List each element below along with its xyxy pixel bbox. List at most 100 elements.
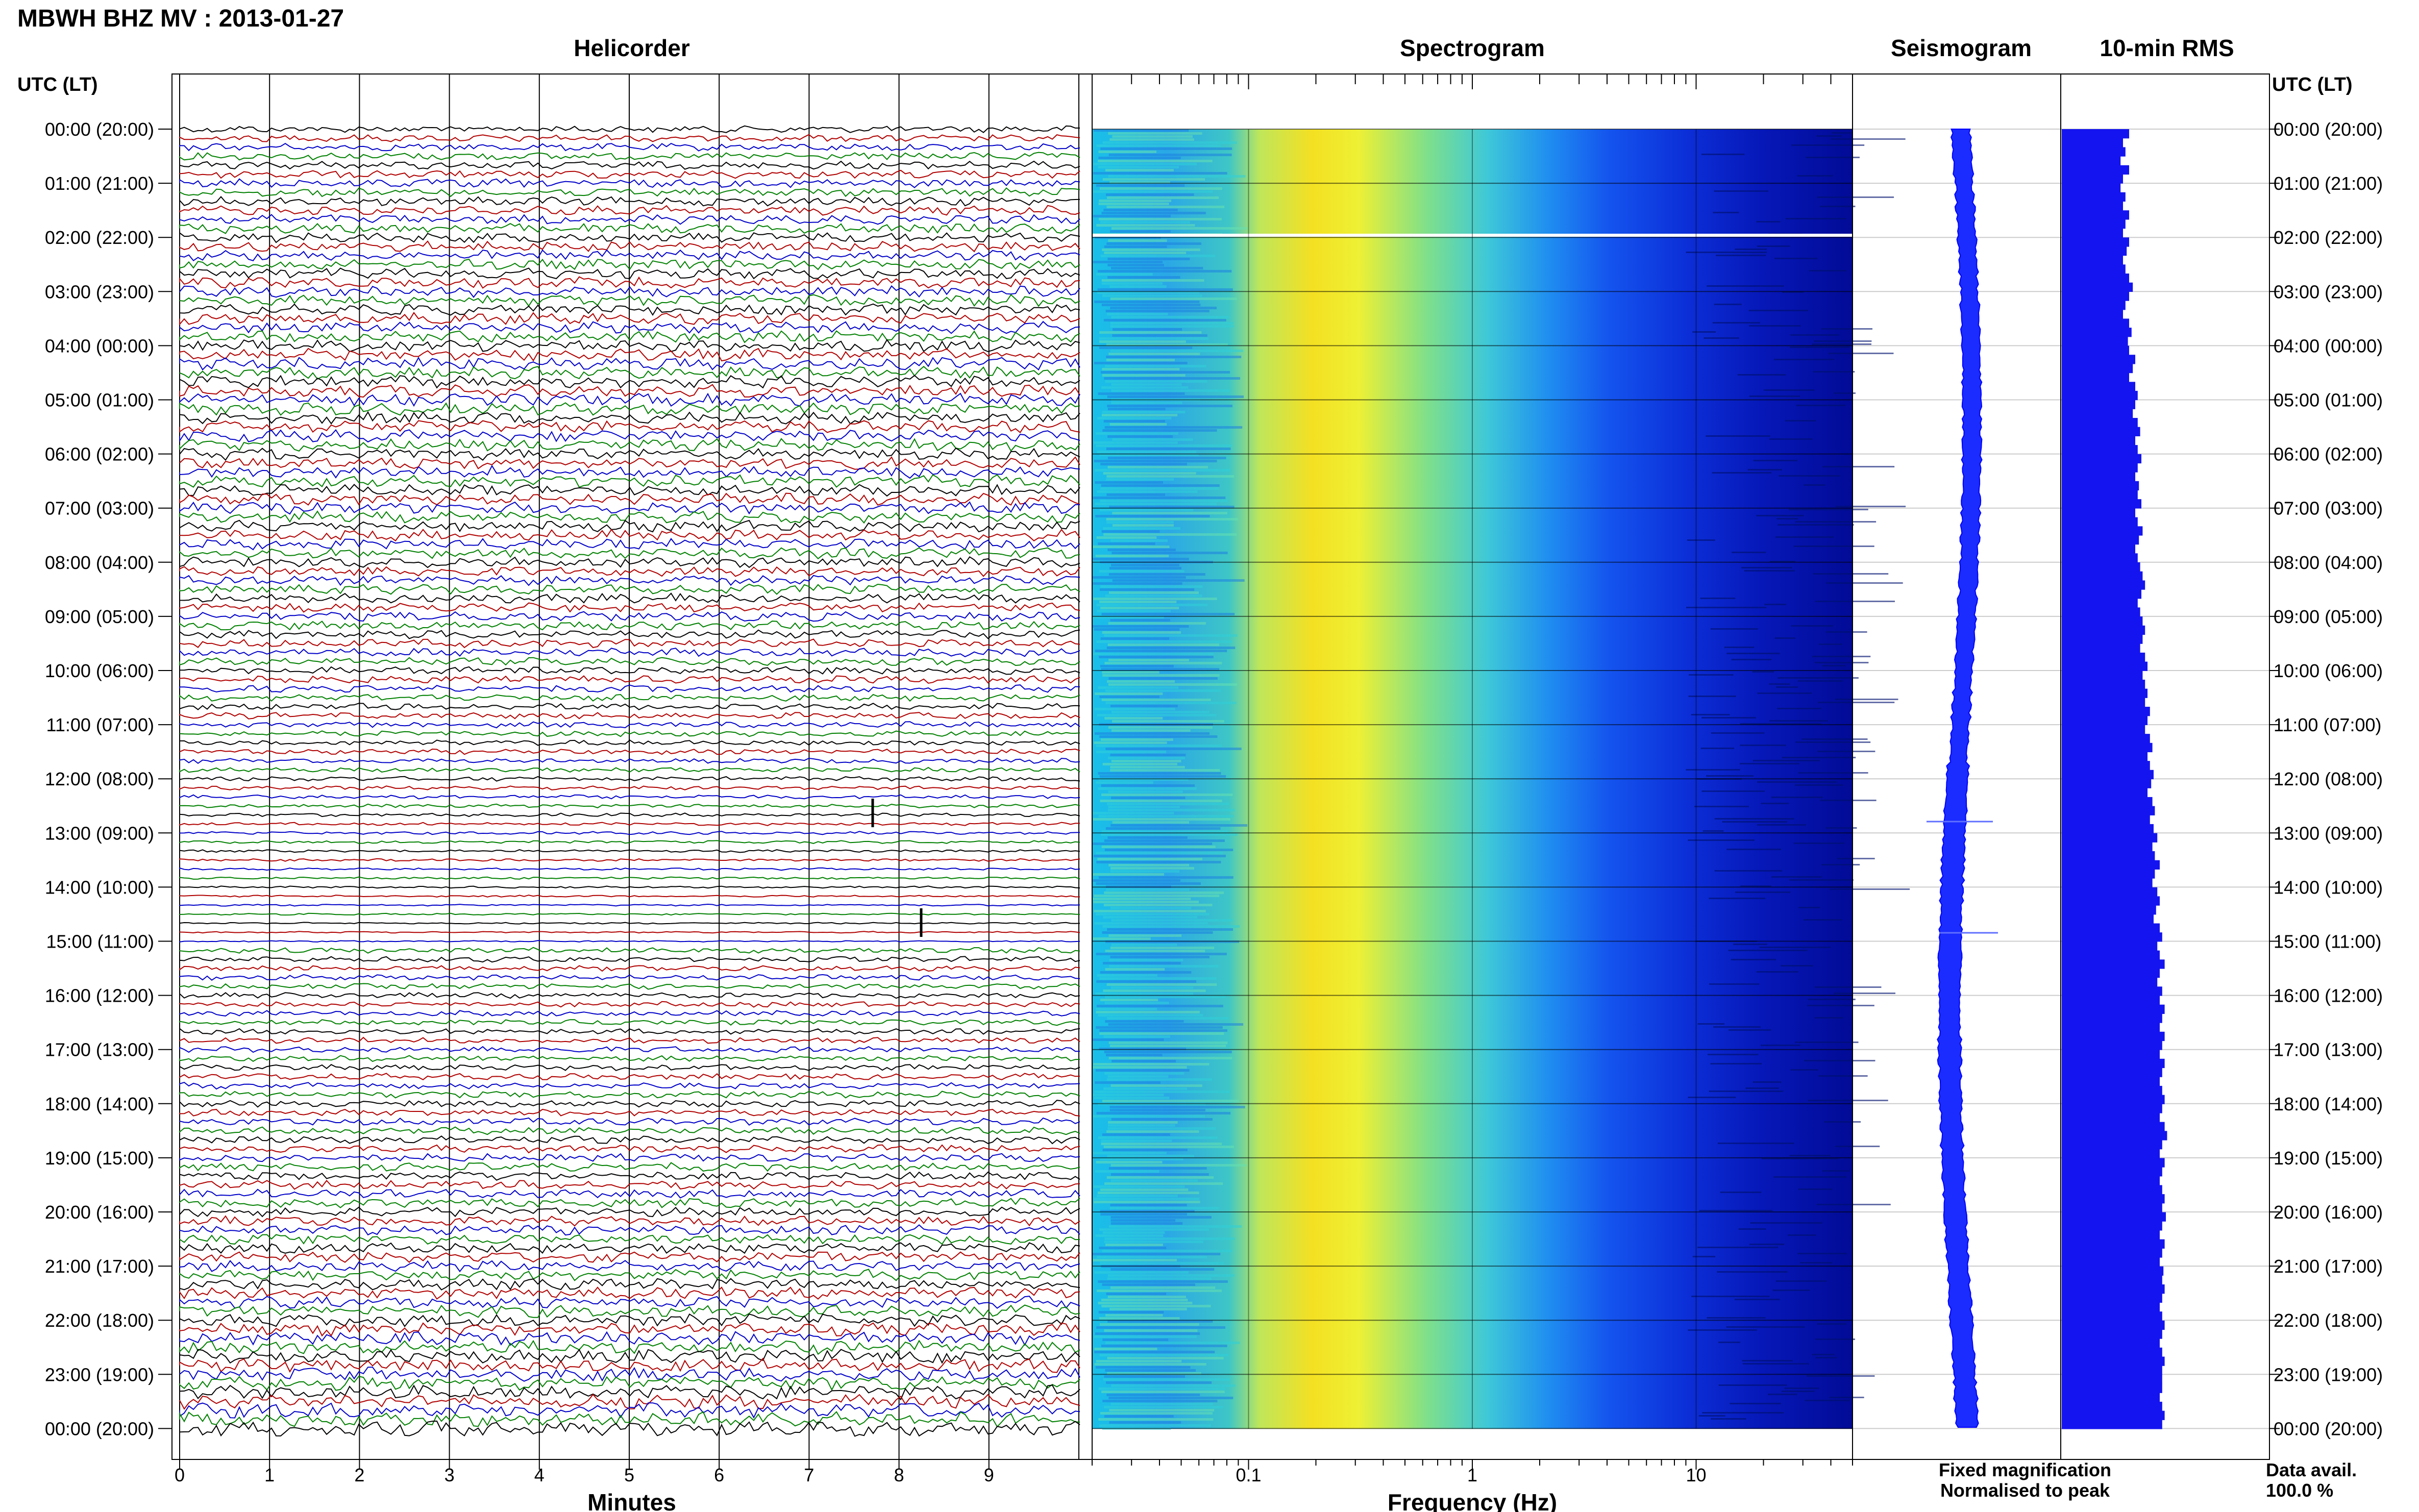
helicorder-trace: [179, 693, 1080, 702]
rms-bar: [2062, 409, 2133, 418]
helicorder-trace: [179, 803, 1080, 809]
helicorder-trace: [179, 169, 1080, 179]
rms-bar: [2062, 210, 2129, 220]
rms-bar: [2062, 878, 2153, 888]
spectrogram-speckle: [1822, 466, 1895, 467]
spectrogram-lowfreq-block: [1105, 689, 1221, 692]
rms-bar: [2062, 129, 2129, 139]
hour-label-left: 08:00 (04:00): [45, 552, 154, 573]
helicorder-trace: [179, 566, 1080, 577]
spectrogram-lowfreq-block: [1109, 1109, 1205, 1111]
spectrogram-lowfreq-block: [1103, 989, 1206, 992]
spectrogram-lowfreq-block: [1096, 1195, 1178, 1197]
spectrogram-speckle: [1740, 745, 1786, 746]
rms-bar: [2062, 400, 2135, 409]
spectrogram-lowfreq-block: [1109, 1308, 1187, 1310]
spectrogram-lowfreq-block: [1110, 325, 1234, 328]
helicorder-trace: [179, 249, 1080, 262]
spectrogram-lowfreq-block: [1101, 668, 1220, 671]
spectrogram-lowfreq-block: [1099, 1424, 1212, 1427]
spectrogram-lowfreq-block: [1099, 1354, 1228, 1356]
spectrogram-speckle: [1698, 1415, 1725, 1417]
rms-bar: [2062, 634, 2143, 644]
spectrogram-lowfreq-block: [1111, 944, 1177, 946]
spectrogram-lowfreq-block: [1112, 512, 1227, 514]
spectrogram-lowfreq-block: [1099, 1048, 1187, 1050]
rms-bar: [2062, 1058, 2165, 1069]
spectrogram-lowfreq-block: [1110, 705, 1178, 707]
rms-bar: [2062, 734, 2150, 743]
helicorder-trace: [179, 160, 1080, 170]
spectrogram-lowfreq-block: [1108, 726, 1213, 729]
spectrogram-speckle: [1816, 135, 1842, 137]
helicorder-trace: [179, 794, 1080, 800]
helicorder-trace: [179, 965, 1080, 972]
spectrogram-speckle: [1797, 680, 1843, 682]
spectrogram-lowfreq-block: [1104, 634, 1238, 637]
spectrogram-lowfreq-block: [1107, 643, 1220, 646]
spectrogram-speckle: [1782, 757, 1856, 758]
hour-label-right: 13:00 (09:00): [2274, 823, 2383, 844]
helicorder-trace: [179, 1357, 1080, 1373]
spectrogram-lowfreq-block: [1093, 261, 1163, 263]
spectrogram-lowfreq-block: [1096, 184, 1185, 187]
spectrogram-lowfreq-block: [1100, 147, 1232, 150]
spectrogram-lowfreq-block: [1103, 533, 1237, 536]
spectrogram-lowfreq-block: [1110, 824, 1248, 827]
spectrogram-speckle: [1813, 371, 1855, 373]
spectrogram-lowfreq-block: [1094, 910, 1206, 912]
helicorder-trace: [179, 501, 1080, 515]
rms-bar: [2062, 345, 2129, 355]
spectrogram-lowfreq-block: [1092, 1066, 1187, 1069]
spectrogram-speckle: [1761, 1158, 1839, 1159]
rms-panel: [2060, 73, 2270, 1460]
rms-bar: [2062, 1347, 2162, 1357]
spectrogram-lowfreq-block: [1095, 555, 1169, 557]
spectrogram-lowfreq-block: [1100, 637, 1169, 640]
spectrogram-lowfreq-block: [1092, 873, 1164, 876]
frequency-tick-label: 10: [1686, 1465, 1706, 1485]
spectrogram-lowfreq-block: [1093, 1185, 1185, 1188]
spectrogram-speckle: [1740, 885, 1771, 887]
rms-bar: [2062, 580, 2145, 590]
helicorder-trace: [179, 1153, 1080, 1162]
spectrogram-speckle: [1789, 1155, 1831, 1156]
helicorder-trace: [179, 675, 1080, 684]
rms-bar: [2062, 1266, 2164, 1276]
spectrogram-lowfreq-block: [1095, 1069, 1190, 1072]
rms-bar: [2062, 1013, 2162, 1023]
rms-bar: [2062, 1230, 2160, 1240]
rms-bar: [2062, 715, 2148, 725]
spectrogram-lowfreq-block: [1099, 735, 1218, 738]
rms-bar: [2062, 589, 2141, 599]
spectrogram-speckle: [1718, 1384, 1787, 1386]
spectrogram-speckle: [1822, 665, 1846, 666]
rms-bar: [2062, 797, 2153, 807]
spectrogram-lowfreq-block: [1105, 1244, 1163, 1246]
helicorder-trace: [179, 766, 1080, 773]
helicorder-trace: [179, 1420, 1080, 1437]
spectrogram-speckle: [1814, 340, 1872, 342]
spectrogram-lowfreq-block: [1096, 1112, 1231, 1114]
helicorder-trace: [179, 1375, 1080, 1391]
helicorder-trace: [179, 1331, 1080, 1346]
spectrogram-speckle: [1748, 310, 1809, 311]
spectrogram-speckle: [1720, 1192, 1762, 1193]
spectrogram-lowfreq-block: [1111, 1118, 1213, 1121]
hour-label-right: 14:00 (10:00): [2274, 877, 2383, 898]
spectrogram-speckle: [1776, 686, 1798, 688]
spectrogram-speckle: [1831, 138, 1906, 140]
hour-label-right: 02:00 (22:00): [2274, 227, 2383, 248]
spectrogram-lowfreq-block: [1110, 947, 1215, 949]
rms-bar: [2062, 535, 2139, 545]
hour-label-left: 02:00 (22:00): [45, 227, 154, 248]
rms-bar: [2062, 1356, 2165, 1366]
spectrogram-lowfreq-block: [1101, 1139, 1172, 1142]
spectrogram-speckle: [1807, 1005, 1874, 1006]
spectrogram-speckle: [1819, 206, 1856, 207]
spectrogram-lowfreq-block: [1098, 203, 1169, 205]
rms-bar: [2062, 725, 2145, 734]
spectrogram-lowfreq-block: [1105, 827, 1221, 830]
helicorder-trace: [179, 666, 1080, 675]
spectrogram-speckle: [1805, 1400, 1850, 1401]
